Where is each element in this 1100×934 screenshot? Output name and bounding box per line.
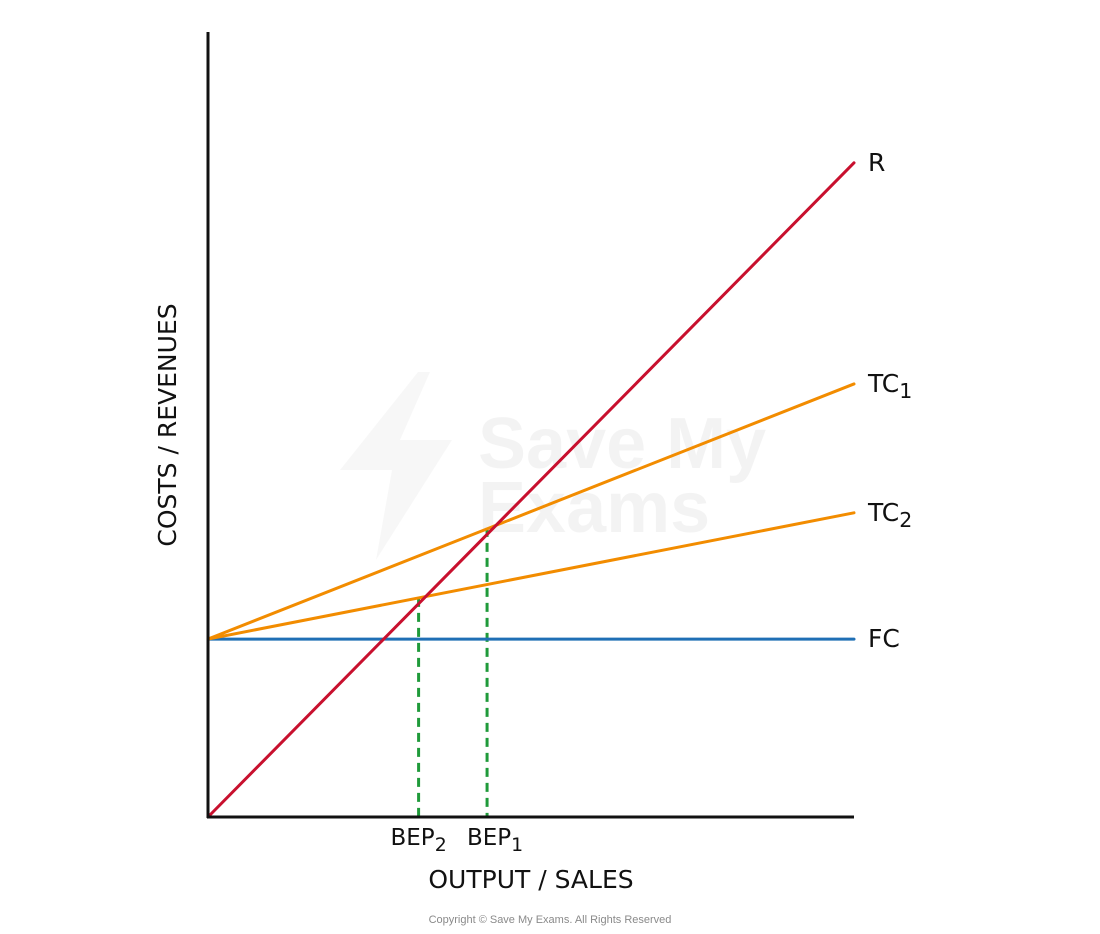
breakeven-label-bep2: BEP2 xyxy=(391,825,447,856)
series-label-tc2: TC2 xyxy=(867,498,912,532)
watermark: Save My Exams xyxy=(340,372,766,560)
series-label-fc: FC xyxy=(868,624,900,653)
x-axis-label: OUTPUT / SALES xyxy=(428,865,633,894)
labels: FC TC2 TC1 R BEP2 BEP1 xyxy=(391,148,913,856)
breakeven-label-bep1: BEP1 xyxy=(467,825,523,856)
series-line-r xyxy=(206,161,856,819)
series-line-tc1 xyxy=(206,382,856,641)
plot-area xyxy=(206,161,856,819)
series-label-r: R xyxy=(868,148,885,177)
series-label-tc1: TC1 xyxy=(867,369,912,403)
watermark-line-2: Exams xyxy=(478,468,710,548)
lightning-bolt-icon xyxy=(340,372,452,560)
copyright-notice: Copyright © Save My Exams. All Rights Re… xyxy=(429,914,672,926)
watermark-line-1: Save My xyxy=(478,404,766,484)
series-line-tc2 xyxy=(206,511,856,641)
y-axis-label: COSTS / REVENUES xyxy=(153,303,182,546)
